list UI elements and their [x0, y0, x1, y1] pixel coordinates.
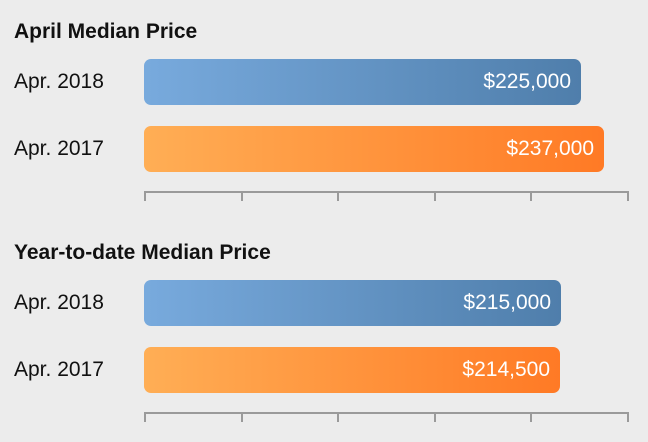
bar: $237,000: [144, 126, 604, 172]
bar: $215,000: [144, 280, 561, 326]
bar-value-label: $214,500: [462, 358, 550, 381]
x-axis-tick: [241, 412, 243, 422]
chart-panel: Year-to-date Median Price Apr. 2018 $215,0…: [0, 241, 648, 422]
x-axis-tick: [627, 412, 629, 422]
x-axis-line: [144, 191, 629, 193]
chart-title: Year-to-date Median Price: [14, 241, 271, 264]
x-axis-tick: [434, 191, 436, 201]
x-axis-line: [144, 412, 629, 414]
bar-row: Apr. 2018 $215,000: [0, 280, 648, 326]
chart-title: April Median Price: [14, 20, 198, 43]
x-axis-tick: [144, 412, 146, 422]
x-axis-tick: [530, 412, 532, 422]
bar: $225,000: [144, 59, 581, 105]
x-axis-tick: [627, 191, 629, 201]
x-axis-tick: [241, 191, 243, 201]
category-label: Apr. 2017: [14, 137, 104, 160]
x-axis: [144, 187, 629, 201]
bar: $214,500: [144, 347, 560, 393]
bar-value-label: $225,000: [483, 70, 571, 93]
x-axis-tick: [144, 191, 146, 201]
chart-panel: April Median Price Apr. 2018 $225,000 Apr. …: [0, 20, 648, 201]
x-axis-tick: [337, 191, 339, 201]
x-axis-tick: [530, 191, 532, 201]
bar-row: Apr. 2017 $237,000: [0, 126, 648, 172]
x-axis-tick: [434, 412, 436, 422]
x-axis-tick: [337, 412, 339, 422]
category-label: Apr. 2018: [14, 291, 104, 314]
bar-row: Apr. 2017 $214,500: [0, 347, 648, 393]
bar-value-label: $215,000: [463, 291, 551, 314]
category-label: Apr. 2018: [14, 70, 104, 93]
bar-row: Apr. 2018 $225,000: [0, 59, 648, 105]
bar-value-label: $237,000: [506, 137, 594, 160]
category-label: Apr. 2017: [14, 358, 104, 381]
x-axis: [144, 408, 629, 422]
